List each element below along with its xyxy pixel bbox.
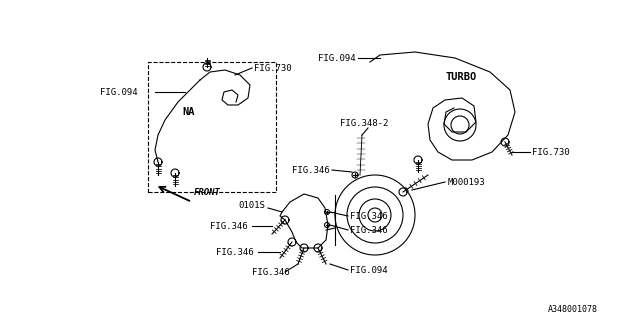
Text: FIG.094: FIG.094 xyxy=(100,88,138,97)
Text: FIG.346: FIG.346 xyxy=(216,248,253,257)
Text: A348001078: A348001078 xyxy=(548,305,598,314)
Text: M000193: M000193 xyxy=(448,178,486,187)
Text: FIG.346: FIG.346 xyxy=(210,222,248,231)
Text: FIG.346: FIG.346 xyxy=(350,226,388,235)
Text: FIG.346: FIG.346 xyxy=(292,166,330,175)
Text: FIG.094: FIG.094 xyxy=(350,266,388,275)
Text: FIG.346: FIG.346 xyxy=(350,212,388,221)
Bar xyxy=(148,62,276,192)
Text: NA: NA xyxy=(182,107,195,117)
Text: FIG.730: FIG.730 xyxy=(254,64,292,73)
Text: TURBO: TURBO xyxy=(445,72,476,82)
Text: FIG.346: FIG.346 xyxy=(252,268,290,277)
Text: FIG.348-2: FIG.348-2 xyxy=(340,119,388,128)
Text: 0101S: 0101S xyxy=(238,201,265,210)
Text: FRONT: FRONT xyxy=(194,188,221,197)
Text: FIG.094: FIG.094 xyxy=(318,54,356,63)
Text: FIG.730: FIG.730 xyxy=(532,148,570,157)
